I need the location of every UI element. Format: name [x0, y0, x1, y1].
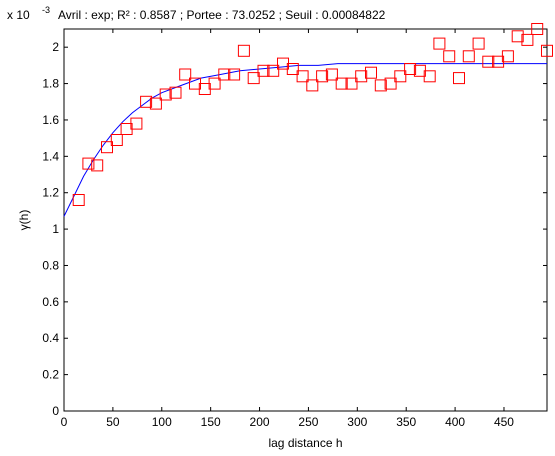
data-point-marker [443, 50, 456, 63]
data-point-marker [423, 70, 436, 83]
y-exponent-power: -3 [42, 5, 50, 15]
data-point-marker [247, 72, 260, 85]
data-point-marker [335, 77, 348, 90]
x-tick-label: 150 [201, 415, 221, 429]
data-point-marker [179, 68, 192, 81]
y-tick-label: 1.4 [42, 149, 59, 163]
data-point-marker [159, 88, 172, 101]
x-tick-label: 300 [347, 415, 367, 429]
data-point-marker [433, 37, 446, 50]
data-point-marker [228, 68, 241, 81]
data-point-marker [149, 97, 162, 110]
y-exponent-base: x 10 [7, 8, 30, 22]
data-point-marker [462, 50, 475, 63]
y-tick-label: 2 [52, 40, 59, 54]
data-point-marker [501, 50, 514, 63]
data-point-marker [267, 64, 280, 77]
data-point-marker [453, 72, 465, 85]
data-point-marker [511, 30, 524, 43]
data-point-marker [208, 77, 221, 90]
data-point-marker [140, 95, 153, 108]
data-point-marker [472, 37, 485, 50]
data-point-marker [374, 79, 387, 92]
data-point-marker [218, 68, 231, 81]
data-point-marker [384, 77, 397, 90]
x-tick-label: 250 [298, 415, 318, 429]
data-point-marker [404, 63, 417, 75]
x-axis-label: lag distance h [268, 436, 342, 450]
plot-area [63, 28, 548, 412]
data-point-marker [345, 77, 358, 90]
data-point-marker [531, 23, 544, 35]
data-point-marker [169, 86, 182, 99]
data-point-marker [101, 141, 113, 154]
data-point-marker [316, 70, 329, 83]
x-tick-label: 350 [396, 415, 416, 429]
chart-title: Avril : exp; R² : 0.8587 ; Portee : 73.0… [58, 8, 386, 22]
x-tick-label: 50 [106, 415, 120, 429]
y-tick-label: 1.2 [42, 186, 59, 200]
x-tick-label: 100 [152, 415, 172, 429]
data-point-marker [482, 55, 495, 68]
data-point-marker [237, 44, 250, 57]
y-tick-label: 0.2 [42, 368, 59, 382]
y-tick-label: 1 [52, 222, 59, 236]
data-point-marker [541, 44, 553, 57]
data-point-marker [286, 63, 299, 75]
data-point-marker [306, 79, 319, 92]
y-tick-label: 1.8 [42, 77, 59, 91]
x-tick-label: 200 [250, 415, 270, 429]
points-layer [72, 23, 553, 206]
data-point-marker [130, 117, 143, 130]
x-tick-label: 450 [494, 415, 514, 429]
data-point-marker [365, 66, 377, 79]
x-tick-label: 400 [445, 415, 465, 429]
data-point-marker [82, 157, 95, 170]
x-tick-label: 0 [61, 415, 68, 429]
data-point-marker [296, 70, 309, 83]
y-axis-ticks: 0 0.2 0.4 0.6 0.8 1 1.2 1.4 1.6 1.8 2 [42, 40, 547, 418]
data-point-marker [521, 33, 534, 46]
y-tick-label: 0.8 [42, 258, 59, 272]
y-exponent: x 10 -3 [7, 5, 50, 22]
y-tick-label: 0 [52, 404, 59, 418]
data-point-marker [394, 70, 407, 83]
data-point-marker [355, 70, 368, 83]
y-axis-label: γ(h) [17, 210, 31, 231]
data-point-marker [257, 64, 270, 77]
data-point-marker [72, 194, 85, 206]
x-axis-ticks: 0 50 100 150 200 250 300 350 400 450 [61, 29, 514, 429]
y-tick-label: 0.6 [42, 295, 59, 309]
data-point-marker [325, 68, 338, 81]
y-tick-label: 0.4 [42, 331, 59, 345]
data-point-marker [110, 134, 123, 146]
y-tick-label: 1.6 [42, 113, 59, 127]
data-point-marker [91, 159, 104, 172]
